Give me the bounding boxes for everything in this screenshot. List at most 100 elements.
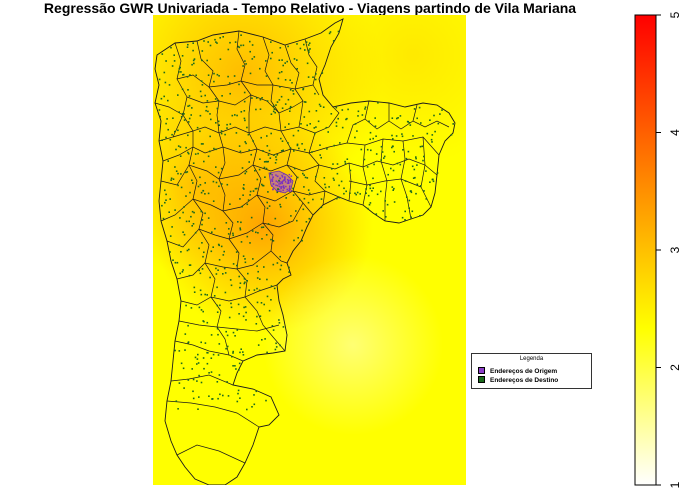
destination-point [226, 127, 228, 129]
destination-point [192, 162, 195, 164]
destination-point [217, 120, 220, 123]
destination-point [230, 302, 232, 305]
destination-point [189, 264, 192, 266]
destination-point [262, 226, 265, 228]
destination-point [284, 103, 287, 105]
origin-point [286, 182, 289, 184]
destination-point [251, 58, 254, 60]
destination-point [289, 105, 292, 108]
destination-point [185, 220, 188, 223]
destination-point [372, 177, 374, 180]
destination-point [182, 231, 184, 233]
destination-point [404, 219, 406, 221]
destination-point [266, 278, 268, 281]
destination-point [239, 227, 241, 229]
destination-point [307, 201, 310, 204]
destination-point [199, 130, 201, 133]
destination-point [367, 207, 369, 210]
destination-point [306, 177, 309, 179]
destination-point [234, 365, 236, 367]
destination-point [261, 339, 263, 341]
destination-point [192, 397, 195, 400]
destination-point [199, 90, 202, 93]
origin-point [280, 181, 283, 183]
colorbar-tick-label: 5 [668, 11, 682, 18]
destination-point [419, 215, 421, 217]
destination-point [293, 167, 296, 170]
legend: Legenda Endereços de Origem Endereços de… [471, 353, 592, 389]
destination-point [242, 255, 245, 257]
destination-point [174, 261, 177, 264]
destination-point [262, 150, 264, 152]
destination-point [397, 117, 399, 119]
destination-point [188, 274, 191, 277]
destination-point [346, 158, 349, 160]
destination-point [191, 107, 193, 109]
destination-point [212, 180, 215, 183]
destination-point [277, 77, 280, 80]
destination-point [251, 44, 254, 46]
destination-point [308, 110, 311, 113]
destination-point [201, 84, 204, 86]
destination-point [216, 304, 219, 307]
destination-point [431, 134, 434, 136]
destination-point [188, 220, 190, 223]
destination-point [217, 171, 220, 174]
destination-point [226, 381, 228, 383]
destination-point [200, 191, 203, 194]
destination-point [242, 44, 245, 47]
destination-point [270, 41, 272, 43]
destination-point [200, 210, 203, 213]
destination-point [248, 149, 250, 151]
destination-point [297, 129, 300, 132]
destination-point [312, 76, 314, 78]
destination-point [280, 71, 283, 73]
origin-point [277, 175, 279, 177]
destination-point [243, 188, 245, 190]
destination-point [270, 113, 273, 115]
destination-point [391, 186, 394, 188]
destination-point [265, 167, 268, 170]
destination-point [297, 237, 299, 239]
destination-point [450, 134, 453, 136]
origin-point [282, 189, 284, 191]
destination-point [433, 114, 435, 117]
destination-point [281, 59, 283, 61]
destination-point [285, 197, 287, 199]
destination-point [237, 389, 240, 392]
destination-point [197, 353, 199, 356]
destination-point [198, 374, 200, 377]
destination-point [246, 408, 248, 411]
destination-point [401, 216, 404, 219]
destination-point [213, 80, 215, 83]
destination-point [192, 223, 195, 225]
destination-point [181, 88, 184, 91]
destination-point [234, 335, 236, 337]
destination-point [202, 357, 205, 359]
destination-point [343, 187, 345, 190]
destination-point [238, 145, 241, 147]
destination-point [161, 139, 163, 141]
destination-point [201, 242, 203, 244]
destination-point [385, 216, 387, 218]
destination-point [180, 71, 182, 73]
destination-point [288, 123, 290, 125]
destination-point [304, 176, 307, 179]
destination-point [266, 135, 268, 137]
destination-point [202, 143, 204, 145]
destination-point [255, 108, 257, 111]
destination-point [178, 67, 181, 70]
destination-point [413, 108, 416, 110]
destination-point [381, 151, 384, 153]
destination-point [238, 83, 240, 86]
destination-point [256, 287, 258, 290]
destination-point [211, 231, 213, 233]
destination-point [346, 117, 348, 120]
map-canvas [153, 15, 466, 485]
destination-point [191, 210, 194, 213]
destination-point [187, 151, 189, 154]
destination-point [317, 120, 320, 123]
destination-point [184, 333, 187, 335]
destination-point [186, 171, 189, 173]
destination-point [216, 286, 218, 289]
